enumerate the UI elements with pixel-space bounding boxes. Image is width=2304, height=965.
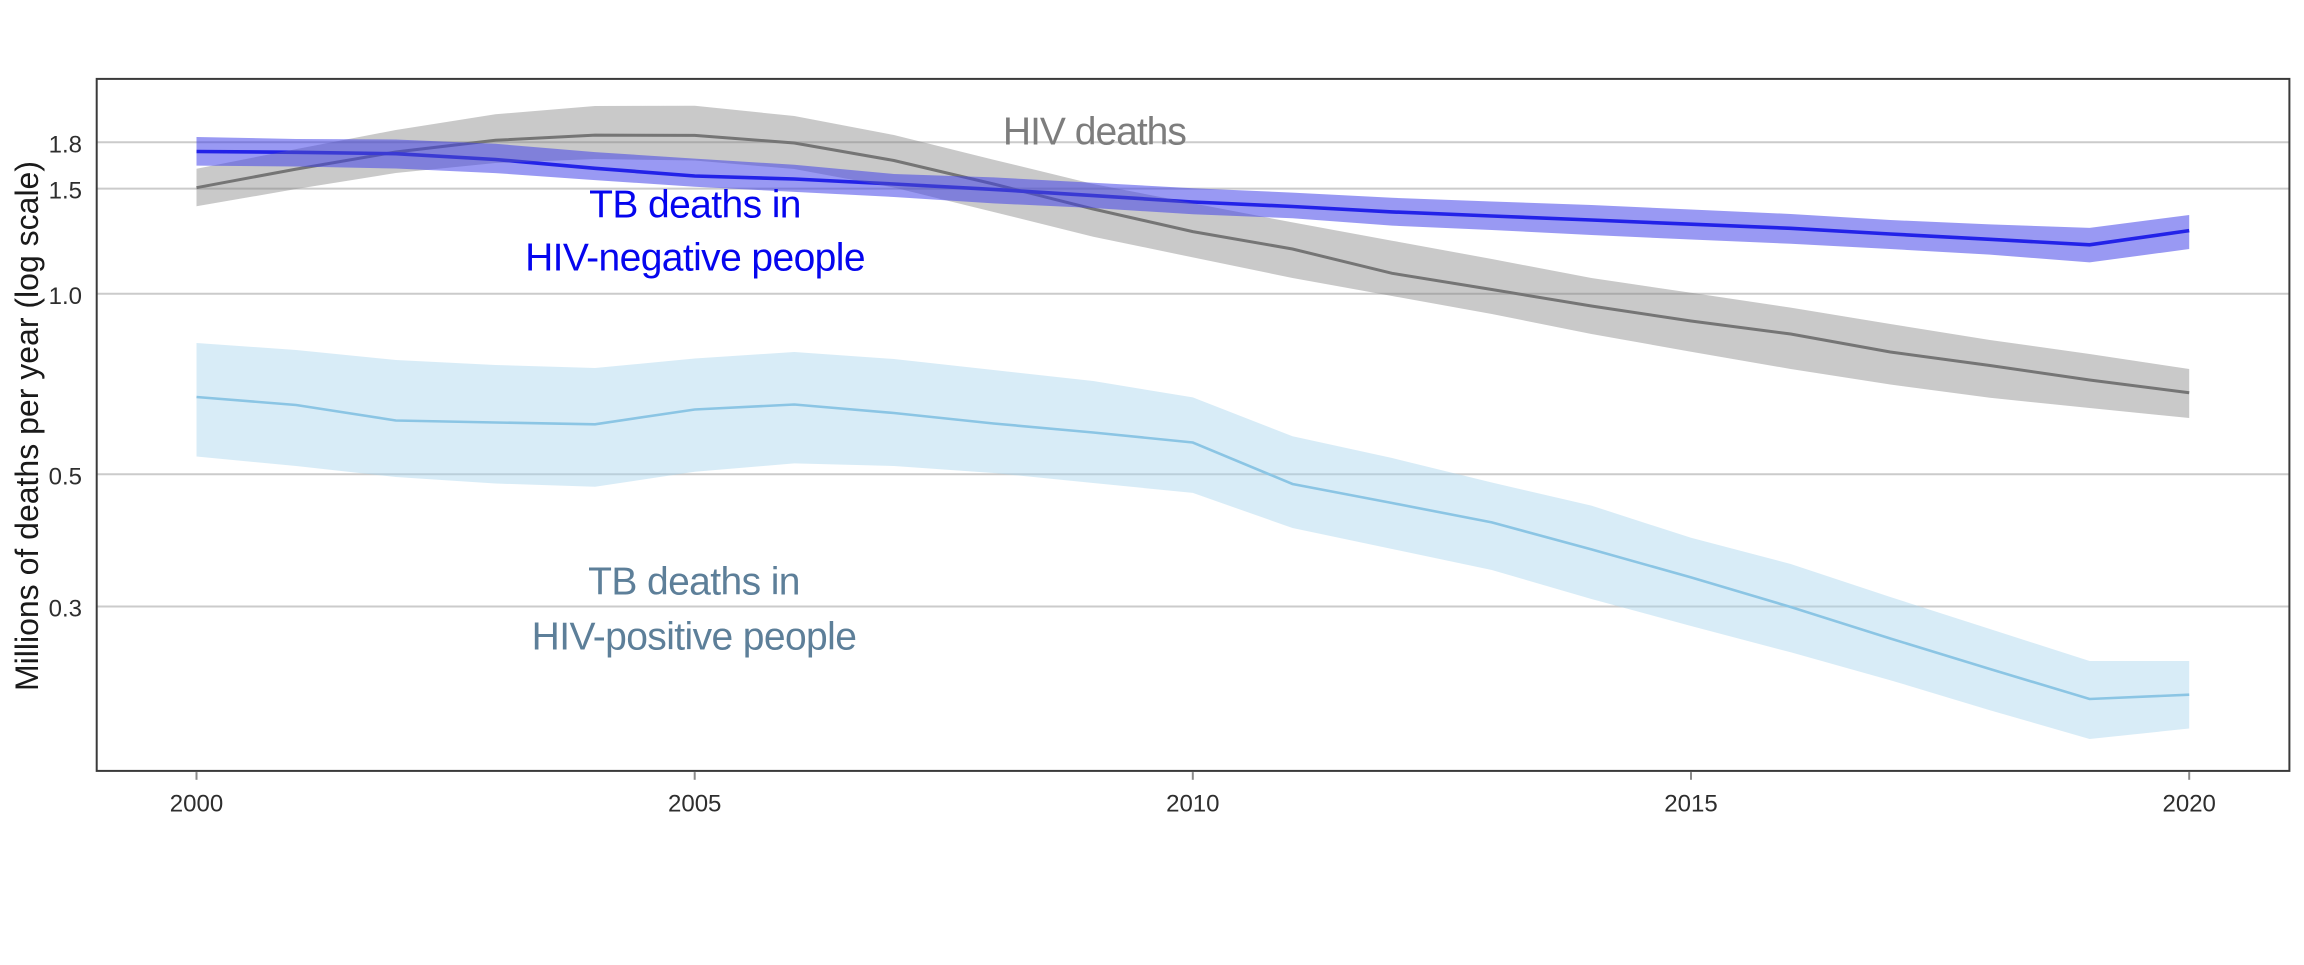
svg-text:1.5: 1.5 [49, 178, 82, 205]
svg-text:2015: 2015 [1664, 791, 1717, 818]
svg-text:1.8: 1.8 [49, 131, 82, 158]
svg-text:TB deaths in: TB deaths in [588, 561, 800, 604]
svg-text:2020: 2020 [2163, 791, 2216, 818]
svg-text:2005: 2005 [668, 791, 721, 818]
svg-text:TB deaths in: TB deaths in [589, 183, 801, 226]
svg-text:HIV-negative people: HIV-negative people [525, 237, 865, 280]
svg-text:1.0: 1.0 [49, 283, 82, 310]
svg-text:2010: 2010 [1166, 791, 1219, 818]
svg-text:HIV deaths: HIV deaths [1003, 111, 1186, 154]
svg-text:0.5: 0.5 [49, 463, 82, 490]
svg-text:0.3: 0.3 [49, 596, 82, 623]
svg-text:Millions of deaths per year (l: Millions of deaths per year (log scale) [9, 161, 45, 691]
svg-text:2000: 2000 [170, 791, 223, 818]
svg-text:HIV-positive people: HIV-positive people [532, 616, 857, 659]
